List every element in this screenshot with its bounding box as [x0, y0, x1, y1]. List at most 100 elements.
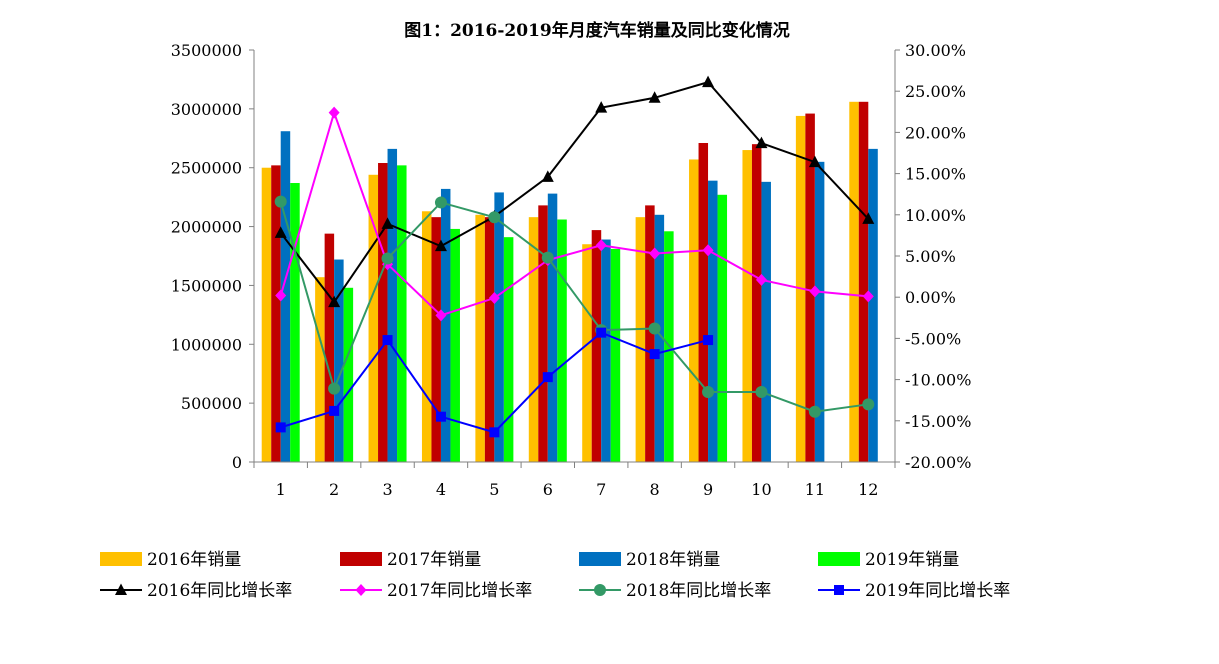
point-s0-c11	[862, 212, 875, 224]
bar-s2-c2	[387, 148, 398, 462]
x-tick-label: 9	[703, 480, 713, 499]
legend-marker-1	[355, 584, 367, 596]
point-s1-c1	[328, 106, 340, 119]
x-tick-label: 5	[489, 480, 499, 499]
bar-s1-c3	[431, 217, 441, 462]
point-s2-c3	[434, 196, 447, 209]
y-right-tick-label: 20.00%	[905, 123, 966, 142]
point-s1-c11	[862, 290, 874, 303]
bar-s0-c8	[689, 159, 699, 462]
point-s1-c10	[809, 285, 821, 298]
point-s1-c6	[595, 239, 607, 252]
legend-swatch-bar-1	[340, 552, 382, 566]
bar-s3-c0	[290, 183, 300, 462]
y-left-tick-label: 500000	[181, 394, 242, 413]
legend-label: 2017年同比增长率	[387, 581, 532, 601]
legend-marker-0	[115, 583, 127, 595]
point-s3-c3	[435, 411, 446, 422]
bar-s1-c2	[378, 163, 388, 462]
bar-s0-c5	[528, 217, 539, 462]
y-left-tick-label: 3000000	[171, 100, 242, 119]
legend-label: 2017年销量	[387, 550, 481, 570]
legend-label: 2016年销量	[147, 550, 241, 570]
point-s0-c8	[702, 75, 715, 88]
bar-s2-c0	[280, 131, 291, 463]
x-tick-label: 4	[436, 480, 446, 499]
bar-s3-c6	[610, 248, 621, 462]
bar-s0-c9	[742, 150, 752, 463]
point-s1-c3	[435, 309, 447, 322]
point-s2-c2	[381, 252, 394, 265]
legend-swatch-bar-0	[100, 552, 142, 566]
x-tick-label: 1	[276, 480, 286, 499]
bar-s1-c4	[484, 217, 495, 462]
point-s0-c6	[595, 101, 608, 113]
y-right-tick-label: -10.00%	[905, 371, 971, 390]
point-s1-c7	[649, 247, 661, 260]
bar-s3-c5	[557, 219, 567, 462]
point-s3-c2	[382, 335, 393, 346]
point-s2-c5	[541, 251, 554, 264]
point-s2-c1	[328, 382, 341, 395]
y-right-tick-label: 15.00%	[905, 165, 966, 184]
bar-s2-c7	[654, 214, 665, 462]
line-series-2	[279, 201, 869, 413]
y-right-tick-label: -15.00%	[905, 412, 971, 431]
bar-s0-c2	[368, 174, 379, 462]
point-s0-c7	[648, 91, 661, 103]
y-right-tick-label: 5.00%	[905, 247, 956, 266]
bar-s1-c9	[751, 144, 762, 462]
point-s3-c0	[275, 422, 286, 433]
bar-s3-c4	[503, 237, 514, 462]
point-s3-c7	[649, 349, 660, 360]
point-s2-c11	[862, 398, 875, 411]
y-right-tick-label: 30.00%	[905, 41, 966, 60]
point-s2-c10	[808, 405, 821, 418]
line-series-1	[279, 109, 869, 317]
legend-swatch-bar-3	[818, 552, 860, 566]
legend: 2016年销量 2017年销量 2018年销量 2019年销量 2016年同比增长率 20…	[100, 550, 1010, 601]
bar-s2-c5	[547, 193, 558, 462]
point-s3-c4	[489, 427, 500, 438]
bar-s1-c7	[645, 205, 655, 462]
point-s0-c1	[328, 295, 341, 308]
point-s2-c4	[488, 211, 501, 224]
bar-s2-c11	[868, 148, 878, 462]
bar-s2-c3	[440, 188, 451, 462]
bar-s3-c8	[717, 194, 728, 462]
point-s0-c9	[755, 136, 768, 149]
bar-s3-c2	[397, 165, 407, 463]
bar-s1-c0	[271, 165, 281, 463]
point-s3-c6	[596, 327, 607, 338]
bar-s1-c5	[538, 205, 548, 462]
bar-s0-c3	[421, 211, 432, 462]
legend-marker-2	[594, 584, 606, 596]
bar-s0-c6	[582, 244, 592, 462]
legend-label: 2016年同比增长率	[147, 581, 292, 601]
legend-marker-3	[834, 585, 844, 595]
y-right-tick-label: -5.00%	[905, 329, 961, 348]
bar-s2-c1	[334, 259, 344, 462]
x-tick-label: 12	[858, 480, 878, 499]
y-right-tick-label: 0.00%	[905, 288, 956, 307]
y-left-tick-label: 2000000	[171, 218, 242, 237]
y-right-tick-label: 10.00%	[905, 206, 966, 225]
x-tick-label: 7	[596, 480, 606, 499]
bars-layer	[261, 101, 878, 463]
y-left-tick-label: 1000000	[171, 335, 242, 354]
legend-label: 2019年同比增长率	[865, 581, 1010, 601]
x-tick-label: 6	[543, 480, 553, 499]
point-s0-c5	[541, 170, 554, 182]
chart-title: 图1：2016-2019年月度汽车销量及同比变化情况	[404, 20, 790, 41]
x-tick-label: 2	[329, 480, 339, 499]
point-s2-c0	[274, 195, 287, 208]
point-s0-c2	[381, 217, 394, 229]
x-tick-label: 11	[805, 480, 825, 499]
axes-layer: 0 500000 1000000 1500000 2000000 2500000 30000…	[171, 41, 972, 499]
bar-s2-c6	[601, 239, 611, 462]
y-right-tick-label: 25.00%	[905, 82, 966, 101]
legend-label: 2018年同比增长率	[626, 581, 771, 601]
point-s2-c8	[702, 385, 715, 398]
bar-s1-c1	[324, 233, 335, 462]
point-s0-c3	[434, 239, 447, 252]
